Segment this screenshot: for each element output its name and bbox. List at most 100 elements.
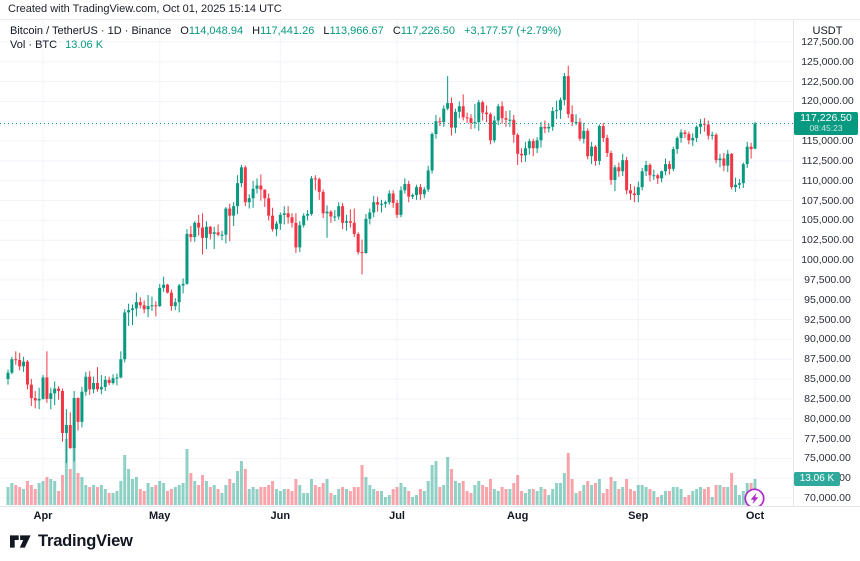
- volume-bar: [232, 483, 236, 505]
- candle-body: [33, 398, 37, 401]
- candle-body: [193, 222, 197, 238]
- candle-body: [185, 233, 189, 284]
- candle-body: [492, 120, 496, 141]
- candle-body: [628, 190, 632, 194]
- candle-body: [294, 222, 298, 248]
- close-value: 117,226.50: [400, 25, 456, 37]
- candle-body: [68, 425, 72, 449]
- price-chart-canvas[interactable]: [0, 20, 793, 506]
- candle-body: [625, 160, 629, 191]
- volume-bar: [527, 489, 531, 505]
- candle-body: [523, 148, 527, 156]
- candle-body: [60, 390, 64, 433]
- volume-bar: [469, 493, 473, 505]
- candle-body: [197, 222, 201, 228]
- candle-body: [372, 202, 376, 213]
- candle-body: [239, 167, 243, 184]
- volume-bar: [734, 485, 738, 505]
- candle-body: [18, 360, 22, 367]
- volume-bar: [407, 491, 411, 505]
- volume-bar: [411, 497, 415, 505]
- volume-bar: [722, 487, 726, 505]
- volume-bar: [333, 495, 337, 505]
- candle-body: [566, 76, 570, 115]
- volume-bar: [193, 481, 197, 505]
- candle-body: [72, 398, 76, 449]
- volume-bar: [710, 497, 714, 505]
- time-tick-label: Sep: [628, 510, 649, 522]
- candle-body: [376, 202, 380, 205]
- candle-body: [477, 102, 481, 123]
- volume-bar: [329, 493, 333, 505]
- volume-bar: [337, 489, 341, 505]
- candle-body: [263, 189, 267, 199]
- candle-body: [644, 164, 648, 172]
- volume-bar: [438, 487, 442, 505]
- volume-bar: [22, 489, 26, 505]
- candle-body: [590, 146, 594, 157]
- candle-body: [92, 383, 96, 390]
- volume-bar: [154, 485, 158, 505]
- volume-bar: [562, 473, 566, 505]
- candle-body: [426, 170, 430, 190]
- volume-bar: [628, 489, 632, 505]
- tradingview-logo[interactable]: TradingView: [10, 532, 133, 551]
- price-axis[interactable]: USDT 127,500.00 125,000.00 122,500.00 120,0…: [793, 20, 860, 506]
- volume-label[interactable]: Vol · BTC: [10, 39, 58, 51]
- volume-bar: [228, 479, 232, 505]
- price-tick-label: 97,500.00: [804, 273, 851, 286]
- volume-bar: [321, 483, 325, 505]
- candle-body: [702, 123, 706, 125]
- candle-body: [504, 118, 508, 120]
- volume-bar: [597, 479, 601, 505]
- candle-body: [446, 103, 450, 109]
- volume-bar: [664, 491, 668, 505]
- symbol-title[interactable]: Bitcoin / TetherUS · 1D · Binance: [10, 25, 172, 37]
- volume-bar: [516, 475, 520, 505]
- volume-bar: [422, 491, 426, 505]
- volume-bar: [53, 481, 57, 505]
- candle-body: [368, 212, 372, 219]
- candle-body: [189, 233, 193, 238]
- time-tick-label: Oct: [745, 510, 765, 522]
- volume-bar: [372, 489, 376, 505]
- time-tick-label: Jul: [389, 510, 405, 522]
- volume-bar: [119, 481, 123, 505]
- candle-body: [636, 187, 640, 196]
- volume-bar: [247, 489, 251, 505]
- candle-body: [683, 132, 687, 134]
- volume-bar: [465, 491, 469, 505]
- candle-body: [745, 146, 749, 165]
- volume-bar: [45, 477, 49, 505]
- candle-body: [547, 126, 551, 129]
- candle-body: [734, 184, 738, 188]
- candle-body: [582, 130, 586, 139]
- price-tick-label: 115,000.00: [801, 135, 854, 148]
- volume-bar: [687, 495, 691, 505]
- volume-bar: [263, 487, 267, 505]
- price-tick-label: 110,000.00: [801, 174, 854, 187]
- time-axis[interactable]: Apr May Jun Jul Aug Sep Oct: [0, 506, 860, 525]
- low-value: 113,966.67: [329, 25, 384, 37]
- candle-body: [737, 183, 741, 185]
- volume-bar: [84, 485, 88, 505]
- volume-bar: [111, 493, 115, 505]
- volume-bar: [220, 493, 224, 505]
- candle-body: [383, 202, 387, 204]
- volume-bar: [376, 491, 380, 505]
- candle-body: [317, 179, 321, 192]
- volume-bar: [107, 493, 111, 505]
- candle-body: [461, 106, 465, 118]
- candle-body: [601, 126, 605, 138]
- volume-bar: [520, 491, 524, 505]
- candle-body: [667, 164, 671, 169]
- price-tick-label: 127,500.00: [801, 36, 854, 48]
- candle-body: [142, 305, 146, 310]
- created-with-watermark: Created with TradingView.com, Oct 01, 20…: [8, 3, 282, 15]
- last-price-badge: 117,226.50 08:45:23: [794, 112, 858, 136]
- candle-body: [473, 122, 477, 124]
- candle-body: [741, 164, 745, 184]
- volume-bar: [274, 489, 278, 505]
- price-tick-label: 102,500.00: [801, 234, 854, 247]
